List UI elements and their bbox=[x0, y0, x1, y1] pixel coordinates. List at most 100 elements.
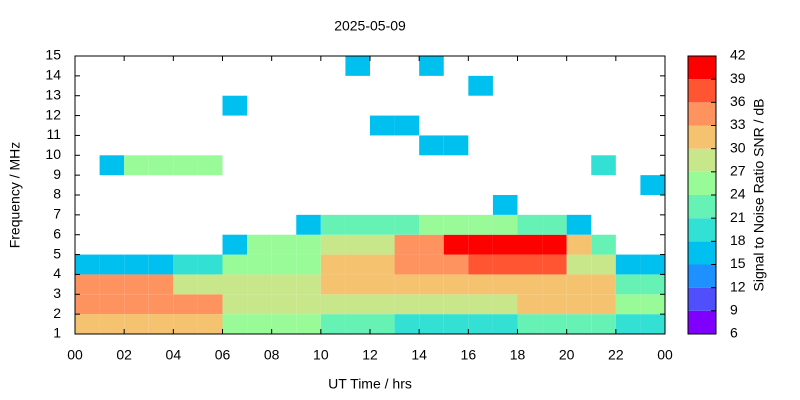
heatmap-cell bbox=[542, 274, 567, 295]
x-tick-label: 22 bbox=[608, 347, 624, 363]
heatmap-cell bbox=[99, 274, 125, 295]
heatmap-cell bbox=[566, 294, 592, 315]
heatmap-cell bbox=[75, 274, 100, 295]
heatmap-cell bbox=[394, 115, 420, 136]
heatmap-cell bbox=[345, 314, 370, 334]
heatmap-cell bbox=[542, 314, 567, 334]
heatmap-cell bbox=[247, 274, 272, 295]
heatmap-cell bbox=[591, 254, 616, 275]
colorbar-tick-label: 39 bbox=[730, 70, 746, 86]
x-tick-label: 04 bbox=[166, 347, 182, 363]
colorbar-swatch bbox=[688, 148, 716, 172]
heatmap-cell bbox=[591, 234, 616, 255]
colorbar-tick-label: 12 bbox=[730, 278, 746, 294]
heatmap-cell bbox=[419, 254, 444, 275]
heatmap-cell bbox=[468, 214, 493, 235]
heatmap-cell bbox=[468, 274, 493, 295]
heatmap-cell bbox=[124, 155, 149, 176]
heatmap-cell bbox=[615, 314, 641, 334]
heatmap-cell bbox=[148, 155, 174, 176]
heatmap-cell bbox=[443, 135, 469, 156]
heatmap-cell bbox=[370, 314, 395, 334]
x-tick-label: 08 bbox=[264, 347, 280, 363]
heatmap-cell bbox=[370, 115, 395, 136]
heatmap-cell bbox=[222, 234, 248, 255]
heatmap-cell bbox=[197, 314, 223, 334]
colorbar-swatch bbox=[688, 171, 716, 195]
heatmap-cell bbox=[443, 294, 469, 315]
heatmap-cell bbox=[345, 274, 370, 295]
heatmap-cell bbox=[148, 314, 174, 334]
y-tick-label: 8 bbox=[53, 186, 61, 202]
heatmap-cell bbox=[566, 314, 592, 334]
heatmap-cell bbox=[419, 56, 444, 76]
heatmap-cell bbox=[124, 314, 149, 334]
heatmap-cell bbox=[173, 314, 198, 334]
heatmap-cell bbox=[443, 254, 469, 275]
colorbar-tick-label: 6 bbox=[730, 325, 738, 341]
heatmap-cell bbox=[222, 314, 248, 334]
heatmap-cell bbox=[468, 314, 493, 334]
heatmap-cell bbox=[320, 314, 346, 334]
heatmap-cell bbox=[492, 294, 518, 315]
heatmap-cell bbox=[222, 294, 248, 315]
y-tick-label: 10 bbox=[45, 146, 61, 162]
heatmap-cell bbox=[345, 254, 370, 275]
heatmap-cell bbox=[492, 234, 518, 255]
heatmap-cell bbox=[99, 155, 125, 176]
heatmap-cell bbox=[591, 294, 616, 315]
heatmap-cell bbox=[75, 294, 100, 315]
heatmap-cell bbox=[296, 274, 321, 295]
heatmap-cell bbox=[173, 294, 198, 315]
heatmap-cell bbox=[419, 135, 444, 156]
heatmap-cell bbox=[419, 214, 444, 235]
heatmap-cell bbox=[99, 254, 125, 275]
heatmap-cell bbox=[640, 274, 665, 295]
x-tick-label: 06 bbox=[215, 347, 231, 363]
heatmap-cell bbox=[247, 254, 272, 275]
heatmap-cell bbox=[566, 274, 592, 295]
colorbar-tick-label: 42 bbox=[730, 47, 746, 63]
heatmap-cell bbox=[197, 294, 223, 315]
colorbar-swatch bbox=[688, 125, 716, 149]
heatmap-cell bbox=[148, 254, 174, 275]
heatmap-cell bbox=[345, 214, 370, 235]
heatmap-cell bbox=[394, 234, 420, 255]
heatmap-cell bbox=[419, 294, 444, 315]
heatmap-cell bbox=[566, 254, 592, 275]
heatmap-cell bbox=[419, 314, 444, 334]
heatmap-cell bbox=[370, 234, 395, 255]
heatmap-cell bbox=[271, 274, 297, 295]
heatmap-cell bbox=[197, 274, 223, 295]
y-tick-label: 9 bbox=[53, 166, 61, 182]
heatmap-cell bbox=[615, 294, 641, 315]
y-tick-label: 14 bbox=[45, 67, 61, 83]
y-tick-label: 11 bbox=[46, 126, 61, 142]
x-tick-label: 20 bbox=[559, 347, 575, 363]
y-tick-label: 7 bbox=[53, 206, 61, 222]
heatmap-cell bbox=[615, 274, 641, 295]
heatmap-cell bbox=[443, 274, 469, 295]
colorbar-tick-label: 33 bbox=[730, 116, 746, 132]
heatmap-cell bbox=[591, 274, 616, 295]
heatmap-cell bbox=[542, 214, 567, 235]
heatmap-cell bbox=[492, 314, 518, 334]
heatmap-cell bbox=[296, 314, 321, 334]
heatmap-cell bbox=[517, 314, 543, 334]
colorbar-swatch bbox=[688, 310, 716, 334]
heatmap-cell bbox=[517, 274, 543, 295]
colorbar-swatch bbox=[688, 264, 716, 288]
heatmap-cell bbox=[640, 294, 665, 315]
heatmap-cell bbox=[443, 234, 469, 255]
colorbar-swatch bbox=[688, 287, 716, 311]
heatmap-cell bbox=[197, 155, 223, 176]
heatmap-cell bbox=[148, 294, 174, 315]
y-tick-label: 13 bbox=[45, 86, 61, 102]
heatmap-cell bbox=[222, 95, 248, 116]
heatmap-cell bbox=[542, 254, 567, 275]
heatmap-cell bbox=[468, 75, 493, 96]
heatmap-cell bbox=[296, 294, 321, 315]
heatmap-cell bbox=[247, 234, 272, 255]
y-tick-label: 15 bbox=[45, 47, 61, 63]
heatmap-cell bbox=[320, 274, 346, 295]
